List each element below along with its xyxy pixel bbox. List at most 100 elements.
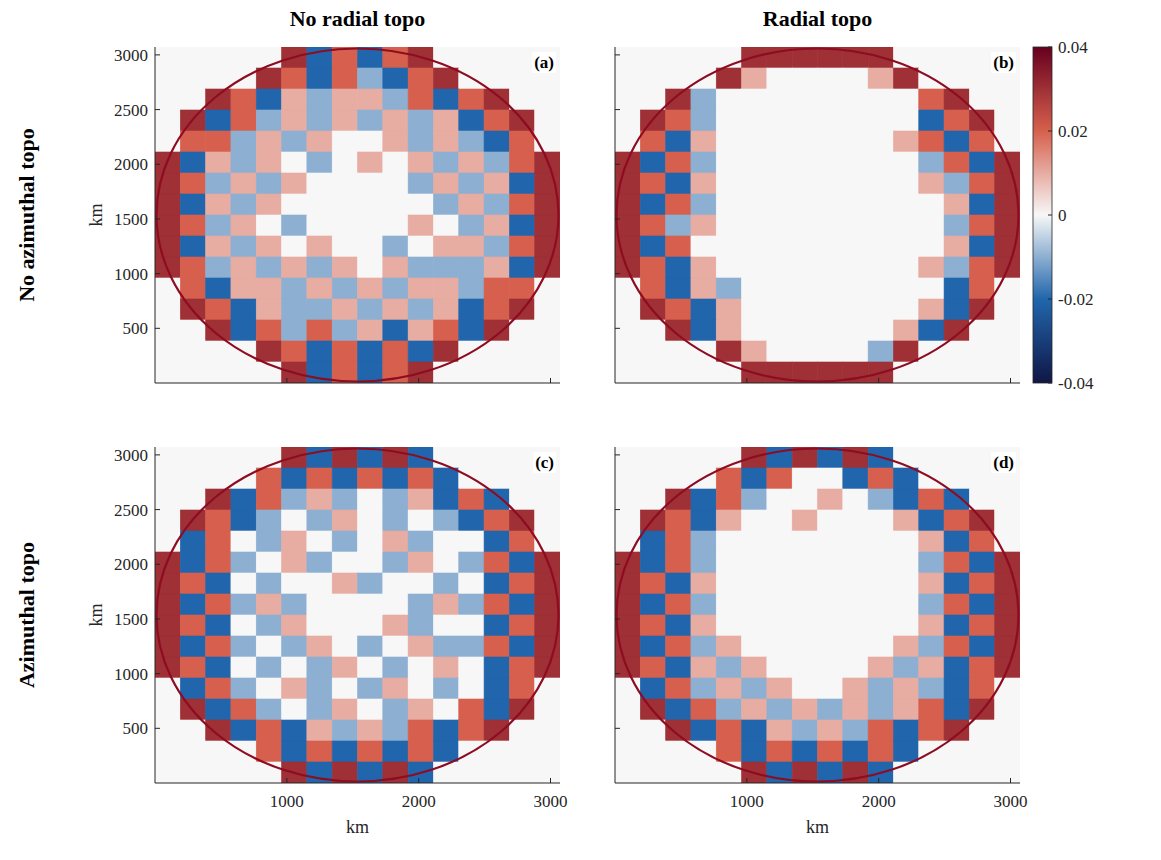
cell bbox=[433, 152, 458, 173]
x-tick bbox=[1010, 378, 1011, 383]
cell bbox=[944, 131, 969, 152]
cell bbox=[615, 510, 640, 531]
cell bbox=[509, 362, 534, 383]
cell bbox=[256, 615, 281, 636]
cell bbox=[408, 299, 433, 320]
cell bbox=[332, 510, 357, 531]
cell bbox=[944, 468, 969, 489]
cell bbox=[282, 68, 307, 89]
cell bbox=[155, 68, 180, 89]
domain-boundary bbox=[157, 49, 559, 382]
colorbar-scale bbox=[1033, 47, 1052, 383]
cell bbox=[535, 594, 560, 615]
cell bbox=[919, 131, 944, 152]
cell bbox=[282, 573, 307, 594]
cell bbox=[919, 489, 944, 510]
cell bbox=[893, 341, 918, 362]
cell bbox=[459, 131, 484, 152]
cell bbox=[640, 47, 665, 68]
y-tick bbox=[615, 164, 620, 165]
cell bbox=[332, 152, 357, 173]
cell bbox=[509, 257, 534, 278]
x-tick-label: 3000 bbox=[534, 792, 568, 811]
cell bbox=[509, 468, 534, 489]
y-tick-label: 2000 bbox=[114, 155, 148, 174]
cell bbox=[408, 152, 433, 173]
cell bbox=[206, 699, 231, 720]
cell bbox=[944, 236, 969, 257]
cell bbox=[893, 615, 918, 636]
cell bbox=[868, 236, 893, 257]
cell bbox=[484, 531, 509, 552]
cell bbox=[180, 720, 205, 741]
cell bbox=[691, 636, 716, 657]
cell bbox=[433, 110, 458, 131]
cell bbox=[282, 594, 307, 615]
cell bbox=[969, 362, 994, 383]
cell bbox=[459, 762, 484, 783]
y-tick bbox=[615, 728, 620, 729]
cell bbox=[332, 173, 357, 194]
cell bbox=[180, 678, 205, 699]
cell bbox=[180, 320, 205, 341]
cell bbox=[459, 110, 484, 131]
cell bbox=[716, 236, 741, 257]
cell bbox=[640, 194, 665, 215]
cell bbox=[408, 678, 433, 699]
cell bbox=[383, 278, 408, 299]
cell bbox=[615, 299, 640, 320]
cell bbox=[742, 89, 767, 110]
cell bbox=[180, 89, 205, 110]
cell bbox=[691, 278, 716, 299]
cell bbox=[969, 489, 994, 510]
cell bbox=[509, 720, 534, 741]
cell bbox=[256, 741, 281, 762]
cell bbox=[535, 720, 560, 741]
cell bbox=[792, 573, 817, 594]
y-tick bbox=[615, 273, 620, 274]
cell bbox=[919, 278, 944, 299]
cell bbox=[383, 594, 408, 615]
cell bbox=[459, 194, 484, 215]
cell bbox=[484, 678, 509, 699]
cell bbox=[282, 720, 307, 741]
y-tick-label: 500 bbox=[123, 719, 149, 738]
cell bbox=[408, 489, 433, 510]
cell bbox=[180, 615, 205, 636]
cell bbox=[383, 615, 408, 636]
cell bbox=[231, 194, 256, 215]
cell bbox=[919, 215, 944, 236]
cell bbox=[995, 720, 1020, 741]
cell bbox=[818, 110, 843, 131]
cell bbox=[307, 531, 332, 552]
cell bbox=[484, 699, 509, 720]
cell bbox=[509, 194, 534, 215]
cell bbox=[792, 699, 817, 720]
cell bbox=[509, 657, 534, 678]
cell bbox=[944, 573, 969, 594]
cell bbox=[868, 257, 893, 278]
cell bbox=[843, 678, 868, 699]
cell bbox=[535, 615, 560, 636]
cell bbox=[180, 131, 205, 152]
cell bbox=[666, 215, 691, 236]
cell bbox=[919, 299, 944, 320]
cell bbox=[969, 615, 994, 636]
cell bbox=[433, 173, 458, 194]
cell bbox=[408, 720, 433, 741]
cell bbox=[792, 741, 817, 762]
cell bbox=[206, 47, 231, 68]
cell bbox=[792, 278, 817, 299]
cell bbox=[868, 173, 893, 194]
cell bbox=[818, 173, 843, 194]
cell bbox=[433, 678, 458, 699]
cell bbox=[716, 531, 741, 552]
cell bbox=[358, 741, 383, 762]
cell bbox=[155, 299, 180, 320]
cell bbox=[256, 657, 281, 678]
cell bbox=[459, 362, 484, 383]
cell bbox=[383, 657, 408, 678]
cell bbox=[459, 615, 484, 636]
cell bbox=[792, 468, 817, 489]
cell bbox=[893, 573, 918, 594]
